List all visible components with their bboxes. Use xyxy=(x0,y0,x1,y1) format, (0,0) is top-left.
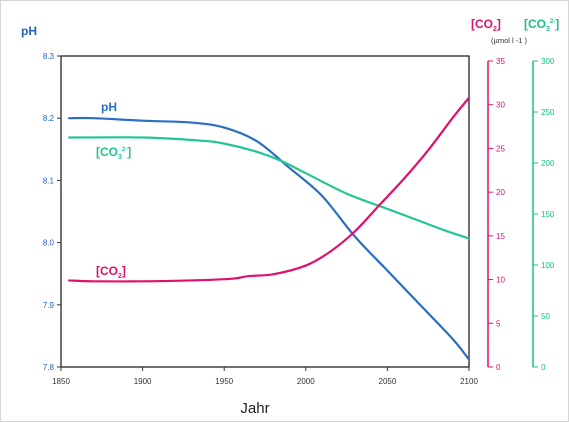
co3-tick-label: 0 xyxy=(541,363,546,372)
x-tick-label: 1900 xyxy=(134,377,152,386)
co3-tick-label: 150 xyxy=(541,210,555,219)
series-lines xyxy=(68,96,471,361)
co2-axis-title: [CO2] xyxy=(471,17,501,33)
ph-tick-label: 8.3 xyxy=(43,52,55,61)
ph-axis-ticks: 7.8 7.9 8.0 8.1 8.2 8.3 xyxy=(43,52,61,372)
x-tick-label: 2100 xyxy=(460,377,478,386)
co2-tick-label: 30 xyxy=(496,101,505,110)
co3-tick-label: 50 xyxy=(541,312,550,321)
series-label-co3: [CO32-] xyxy=(96,145,131,161)
co2-tick-label: 10 xyxy=(496,276,505,285)
co3-tick-label: 200 xyxy=(541,159,555,168)
co2-tick-label: 15 xyxy=(496,232,505,241)
co2-axis-unit: (µmol l -1 ) xyxy=(491,36,527,45)
ph-tick-label: 8.2 xyxy=(43,114,55,123)
co2-tick-label: 25 xyxy=(496,144,505,153)
co2-tick-label: 5 xyxy=(496,319,501,328)
co3-axis-title: [CO32-] xyxy=(524,17,559,33)
co2-axis-ticks: 0 5 10 15 20 25 30 35 xyxy=(488,57,505,372)
co3-tick-label: 250 xyxy=(541,108,555,117)
co3-axis-ticks: 0 50 100 150 200 250 300 xyxy=(533,57,555,372)
co3-tick-label: 100 xyxy=(541,261,555,270)
co2-tick-label: 35 xyxy=(496,57,505,66)
co2-tick-label: 0 xyxy=(496,363,501,372)
x-tick-label: 2000 xyxy=(297,377,315,386)
ph-tick-label: 8.1 xyxy=(43,176,55,185)
co2-tick-label: 20 xyxy=(496,188,505,197)
x-tick-label: 2050 xyxy=(379,377,397,386)
x-tick-label: 1950 xyxy=(215,377,233,386)
ph-tick-label: 7.9 xyxy=(43,301,55,310)
x-tick-label: 1850 xyxy=(52,377,70,386)
series-label-ph: pH xyxy=(101,100,117,114)
x-axis-ticks: 1850 1900 1950 2000 2050 2100 xyxy=(52,367,478,386)
x-axis-title: Jahr xyxy=(240,400,269,417)
series-line-co3 xyxy=(68,136,471,240)
co3-tick-label: 300 xyxy=(541,57,555,66)
series-line-co2 xyxy=(68,96,471,283)
series-label-co2: [CO2] xyxy=(96,264,126,280)
series-line-ph xyxy=(68,116,471,361)
plot-area xyxy=(60,55,470,368)
ph-tick-label: 7.8 xyxy=(43,363,55,372)
ph-axis-title: pH xyxy=(21,24,37,38)
ph-tick-label: 8.0 xyxy=(43,239,55,248)
